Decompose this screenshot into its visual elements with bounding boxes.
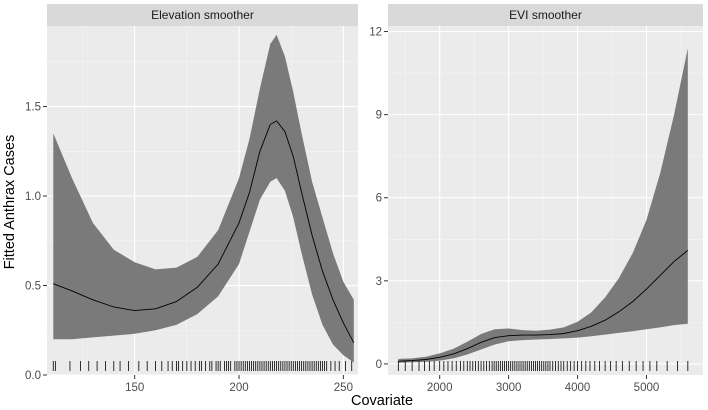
y-tick-label: 1.5 [25, 102, 41, 114]
x-tick-label: 200 [229, 382, 248, 394]
evi-panel: EVI smoother 2000 3000 4000 5000 0 3 6 9 12 [369, 4, 703, 394]
x-tick-label: 4000 [565, 382, 591, 394]
y-tick-label: 0.5 [25, 281, 41, 293]
x-tick-label: 150 [125, 382, 144, 394]
facet-title: EVI smoother [509, 8, 582, 22]
facet-title: Elevation smoother [151, 8, 254, 22]
elevation-panel: Elevation smoother 150 200 250 0.0 0.5 1.0 1.5 [25, 4, 358, 394]
confidence-ribbon [398, 48, 688, 363]
y-tick-label: 6 [376, 193, 382, 205]
y-tick-label: 1.0 [25, 191, 41, 203]
fitted-line [398, 250, 689, 362]
x-tick-label: 2000 [427, 382, 453, 394]
y-tick-label: 0.0 [25, 370, 41, 382]
y-tick-label: 9 [376, 110, 382, 122]
y-tick-label: 0 [376, 359, 382, 371]
y-tick-label: 3 [376, 276, 382, 288]
x-tick-label: 3000 [496, 382, 522, 394]
fitted-line [53, 120, 355, 344]
facet-strip [388, 4, 703, 26]
facet-strip [47, 4, 358, 26]
y-axis-title: Fitted Anthrax Cases [2, 135, 18, 270]
x-tick-label: 5000 [634, 382, 660, 394]
x-axis-title: Covariate [351, 393, 413, 409]
x-tick-label: 250 [334, 382, 353, 394]
confidence-ribbon [53, 34, 354, 363]
y-tick-label: 12 [369, 27, 382, 39]
